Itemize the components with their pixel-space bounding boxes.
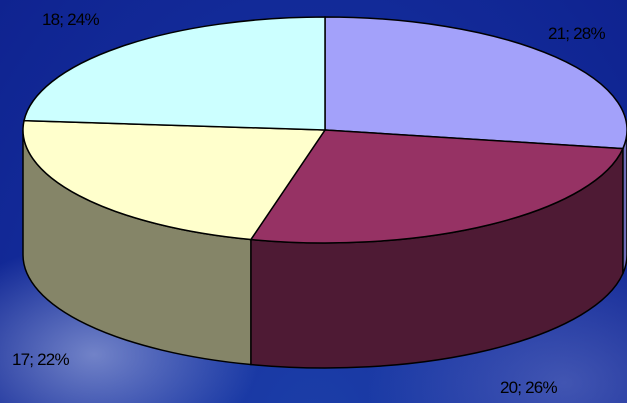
data-label-slice-4: 18; 24%	[42, 10, 100, 29]
data-label-slice-3: 17; 22%	[12, 350, 70, 369]
data-label-slice-1: 21; 28%	[548, 24, 606, 43]
pie-slice-4	[23, 16, 326, 131]
data-label-slice-2: 20; 26%	[500, 378, 558, 397]
pie-slice-2	[249, 129, 625, 244]
pie-slice-3	[22, 119, 327, 241]
pie-slice-1	[324, 16, 627, 150]
